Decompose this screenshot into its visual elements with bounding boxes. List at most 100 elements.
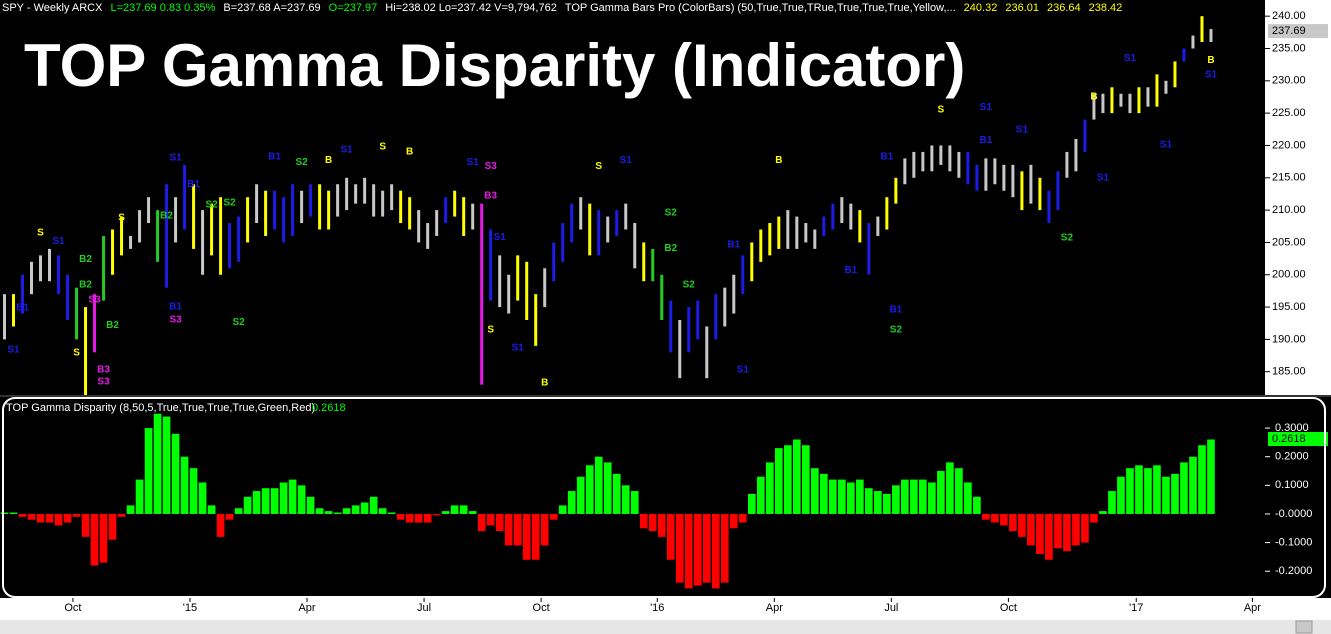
histogram-bar xyxy=(135,479,144,514)
signal-label: S xyxy=(487,324,494,335)
signal-label: B xyxy=(541,377,548,388)
histogram-bar xyxy=(504,513,513,546)
histogram-bar xyxy=(738,513,747,523)
signal-label: B xyxy=(406,147,413,158)
x-tick-label: Apr xyxy=(766,602,783,614)
x-tick-label: Apr xyxy=(1244,602,1261,614)
signal-label: S xyxy=(595,161,602,172)
price-bar xyxy=(399,190,403,224)
signal-label: S3 xyxy=(97,377,110,388)
histogram-bar xyxy=(847,482,855,514)
price-bar xyxy=(759,229,763,262)
histogram-bar xyxy=(9,512,18,514)
price-bar xyxy=(111,229,115,275)
histogram-bar xyxy=(1072,513,1080,546)
histogram-bar xyxy=(27,513,36,520)
symbol-header: SPY - Weekly ARCX L=237.69 0.83 0.35% B=23… xyxy=(2,2,1122,14)
histogram-bar xyxy=(1054,513,1062,549)
histogram-bar xyxy=(1045,513,1053,560)
price-bar xyxy=(363,177,367,204)
y-tick-label: 0.2000 xyxy=(1275,451,1309,463)
histogram-bar xyxy=(459,505,468,514)
histogram-bar xyxy=(0,512,9,514)
histogram-bar xyxy=(162,416,171,514)
histogram-bar xyxy=(171,433,180,514)
y-tick-label: 185.00 xyxy=(1272,366,1306,378)
price-bar xyxy=(183,164,187,230)
price-bar xyxy=(1056,171,1060,211)
price-bar xyxy=(1110,87,1114,114)
histogram-bar xyxy=(747,493,756,514)
histogram-bar xyxy=(540,513,549,546)
histogram-bar xyxy=(441,511,450,514)
histogram-bar xyxy=(675,513,684,583)
price-bar xyxy=(912,151,916,178)
histogram-bar xyxy=(351,505,360,514)
price-bar xyxy=(309,184,313,217)
price-bar xyxy=(39,255,43,282)
scrollbar[interactable] xyxy=(0,620,1331,634)
x-tick-label: Oct xyxy=(533,602,550,614)
histogram-bar xyxy=(297,485,306,514)
histogram-bar xyxy=(684,513,693,589)
histogram-bar xyxy=(531,513,540,560)
price-bar xyxy=(741,255,745,295)
signal-label: S3 xyxy=(485,161,498,172)
signal-label: S1 xyxy=(467,157,480,168)
histogram-bar xyxy=(856,479,864,514)
histogram-bar xyxy=(405,513,414,523)
histogram-bar xyxy=(1036,513,1044,555)
price-bar xyxy=(192,184,196,249)
price-bar xyxy=(714,294,718,340)
price-bar xyxy=(876,216,880,236)
histogram-bar xyxy=(603,462,612,514)
histogram-bar xyxy=(774,448,783,514)
price-bar xyxy=(129,235,133,249)
y-tick-label: 190.00 xyxy=(1272,333,1306,345)
scroll-button[interactable] xyxy=(1295,620,1313,634)
header-field: 238.42 xyxy=(1089,2,1123,14)
price-bar xyxy=(498,255,502,308)
last-price-label: 237.69 xyxy=(1272,25,1306,37)
price-bar xyxy=(516,255,520,301)
price-bar xyxy=(84,307,88,395)
price-bar xyxy=(534,294,538,346)
signal-label: S2 xyxy=(1061,233,1074,244)
price-bar xyxy=(381,190,385,217)
price-bar xyxy=(1191,35,1195,49)
price-bar xyxy=(561,223,565,262)
price-plot: S S1 B2 B1 S1 S B2 S3 B2 B3 S3 S B2 S1 B1 S2 S2 S3 B1 S2 B1 S… xyxy=(3,16,1218,395)
price-bar xyxy=(102,235,106,301)
y-tick-label: 205.00 xyxy=(1272,236,1306,248)
y-tick-label: 220.00 xyxy=(1272,139,1306,151)
y-tick-label: 0.1000 xyxy=(1275,479,1309,491)
price-bar xyxy=(3,294,7,340)
signal-label: S xyxy=(37,227,44,238)
price-bar xyxy=(75,287,79,340)
signal-label: S2 xyxy=(665,207,678,218)
signal-label: S1 xyxy=(341,145,354,156)
price-bar xyxy=(300,190,304,224)
price-bar xyxy=(174,197,178,243)
y-tick-label: -0.2000 xyxy=(1275,565,1312,577)
histogram-bar xyxy=(1153,465,1161,514)
histogram-bar xyxy=(468,511,477,514)
price-bar xyxy=(1128,93,1132,114)
histogram-bar xyxy=(432,513,441,516)
histogram-bar xyxy=(883,493,891,514)
signal-label: B2 xyxy=(664,243,677,254)
price-bar xyxy=(273,190,277,230)
histogram-bar xyxy=(1099,511,1107,514)
histogram-bar xyxy=(333,512,342,514)
signal-label: S2 xyxy=(232,317,245,328)
y-tick-label: 200.00 xyxy=(1272,269,1306,281)
histogram-bar xyxy=(819,473,828,514)
price-bar xyxy=(480,203,484,385)
y-tick-label: 0.3000 xyxy=(1275,422,1309,434)
price-bar xyxy=(804,223,808,243)
x-tick-label: '17 xyxy=(1129,602,1143,614)
histogram-bar xyxy=(216,513,225,537)
signal-label: B1 xyxy=(889,304,902,315)
signal-label: S xyxy=(73,348,80,359)
